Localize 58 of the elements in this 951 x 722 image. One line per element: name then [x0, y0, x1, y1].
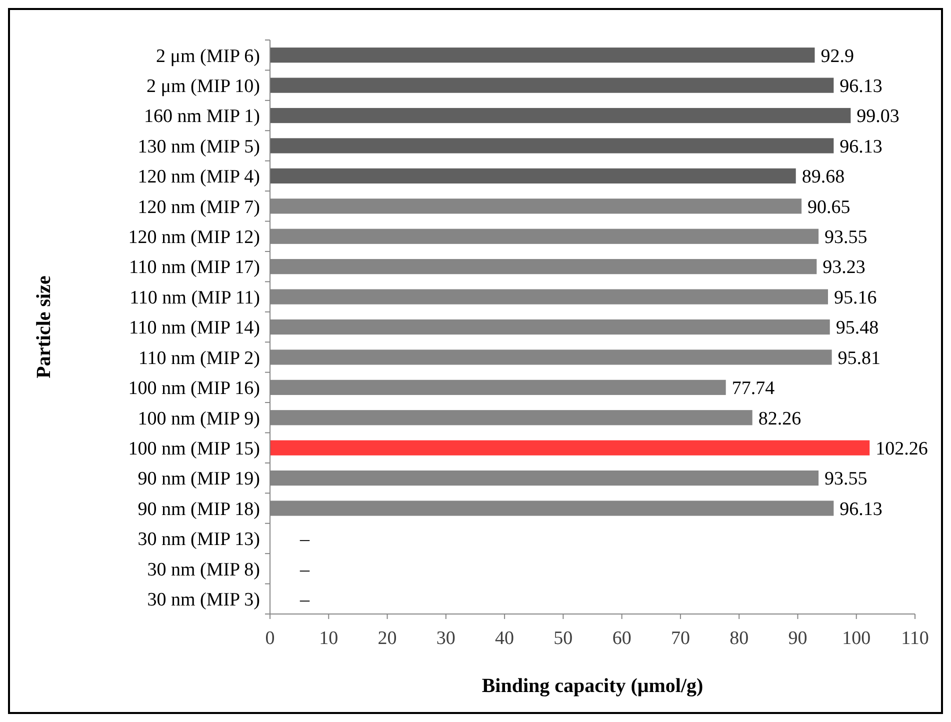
y-tick-label: 2 μm (MIP 6) [156, 46, 260, 67]
y-tick-label: 30 nm (MIP 8) [147, 559, 260, 580]
y-axis-title: Particle size [33, 276, 55, 378]
bar [270, 108, 851, 124]
data-label: 95.81 [838, 348, 881, 369]
text: – [300, 559, 310, 580]
y-tick-label: 120 nm (MIP 4) [138, 166, 260, 188]
data-label: 96.13 [840, 136, 882, 158]
x-tick-label: 30 [436, 628, 456, 649]
y-tick-label: 90 nm (MIP 19) [138, 468, 260, 490]
x-tick-label: 0 [265, 628, 275, 649]
text: – [300, 529, 310, 550]
x-tick-label: 50 [554, 628, 573, 649]
x-tick-label: 10 [319, 628, 338, 649]
y-tick-label: 110 nm (MIP 2) [138, 348, 260, 369]
data-label: 93.55 [824, 227, 868, 248]
data-label: 92.9 [820, 46, 854, 67]
data-label: 90.65 [808, 196, 850, 218]
data-label: 96.13 [840, 498, 882, 520]
y-tick-label: 120 nm (MIP 12) [128, 227, 260, 248]
bar [270, 48, 815, 63]
bar [270, 440, 870, 456]
x-tick-label: 80 [730, 628, 749, 649]
data-label: 95.48 [836, 318, 879, 339]
y-tick-label: 110 nm (MIP 17) [128, 257, 260, 278]
x-tick-label: 70 [670, 628, 690, 649]
x-tick-label: 40 [495, 628, 514, 649]
data-label: 95.16 [834, 287, 877, 308]
data-label: 93.55 [824, 468, 868, 490]
bar [270, 78, 834, 93]
data-label: 93.23 [822, 257, 866, 278]
data-label: 102.26 [876, 438, 928, 460]
y-tick-label: 30 nm (MIP 3) [147, 590, 260, 611]
x-tick-label: 90 [788, 628, 808, 649]
y-tick-label: 100 nm (MIP 16) [128, 378, 260, 400]
bar [270, 168, 796, 184]
bar [270, 138, 834, 154]
data-label: 96.13 [840, 76, 882, 97]
data-label: 89.68 [802, 166, 845, 188]
y-tick-label: 130 nm (MIP 5) [138, 136, 260, 158]
y-tick-label: 30 nm (MIP 13) [138, 529, 260, 550]
x-tick-label: 20 [378, 628, 397, 649]
y-tick-label: 110 nm (MIP 14) [128, 318, 260, 339]
y-tick-label: 90 nm (MIP 18) [138, 498, 260, 520]
x-tick-label: 60 [612, 628, 632, 649]
data-label: 99.03 [856, 106, 900, 128]
y-tick-label: 100 nm (MIP 15) [128, 438, 260, 460]
x-axis-title: Binding capacity (μmol/g) [482, 675, 704, 697]
x-tick-label: 100 [842, 628, 871, 649]
y-tick-label: 100 nm (MIP 9) [138, 408, 260, 430]
y-tick-label: 120 nm (MIP 7) [138, 196, 260, 218]
y-tick-label: 110 nm (MIP 11) [130, 287, 260, 308]
data-label: 77.74 [732, 378, 776, 400]
y-tick-label: 2 μm (MIP 10) [146, 76, 260, 97]
text: – [300, 590, 310, 611]
y-tick-label: 160 nm MIP 1) [144, 106, 260, 128]
data-label: 82.26 [758, 408, 802, 430]
x-tick-label: 110 [901, 628, 929, 649]
